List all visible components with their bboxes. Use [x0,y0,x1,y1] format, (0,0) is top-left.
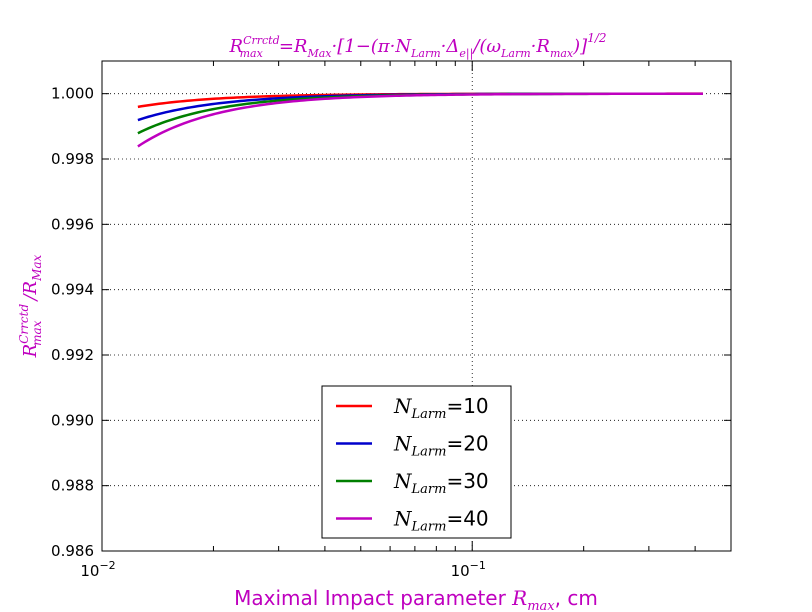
y-tick-label: 0.988 [51,477,94,495]
x-tick-label: 10−2 [80,559,115,580]
y-tick-label: 0.994 [51,281,94,299]
legend-label: NLarm=20 [393,432,489,460]
x-axis-label: Maximal Impact parameter Rmax, cm [234,586,598,612]
series-line-N30 [137,92,703,135]
legend-label: NLarm=10 [393,394,489,422]
y-tick-label: 0.992 [51,346,94,364]
ticks-group: 0.986 0.988 0.990 0.992 0.994 0.996 0.998 1.000… [51,61,732,580]
y-tick-label: 0.990 [51,411,94,429]
plot-frame [101,60,732,552]
chart-title: RCrrctd max =RMax·[1−(π·NLarm·Δe||/(ωLarm·… [229,31,607,61]
legend: NLarm=10 NLarm=20 NLarm=30 NLarm=40 [321,385,512,539]
y-tick-label: 0.986 [51,542,94,560]
series-group [137,92,703,148]
legend-label: NLarm=30 [393,469,489,497]
y-axis-label: RCrrctdmax/RMax [17,254,44,358]
y-tick-label: 1.000 [51,85,94,103]
x-tick-label: 10−1 [451,559,486,580]
y-tick-label: 0.996 [51,215,94,233]
legend-box [321,385,512,539]
y-tick-label: 0.998 [51,150,94,168]
series-line-N40 [137,92,703,148]
legend-label: NLarm=40 [393,507,489,535]
